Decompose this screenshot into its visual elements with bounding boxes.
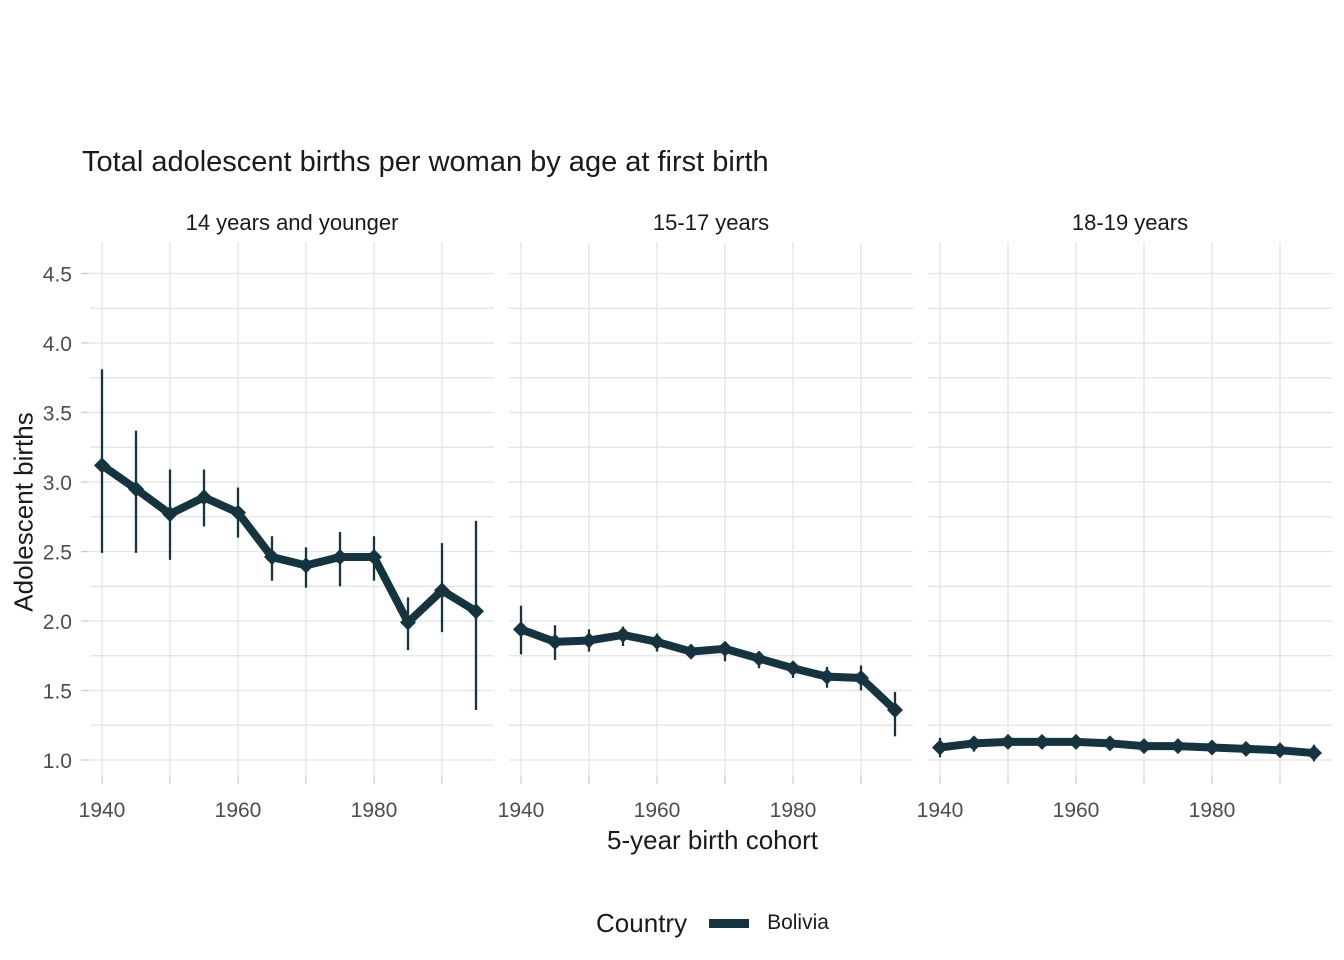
facet-label: 15-17 years — [653, 210, 769, 235]
y-tick-label: 2.5 — [43, 542, 72, 565]
point-marker — [819, 668, 835, 685]
point-marker — [717, 640, 733, 657]
point-marker — [1204, 739, 1220, 756]
point-marker — [1034, 733, 1050, 750]
x-tick-label: 1980 — [351, 799, 398, 822]
point-marker — [162, 505, 178, 522]
point-marker — [468, 603, 484, 620]
point-marker — [1102, 735, 1118, 752]
point-marker — [887, 701, 903, 718]
x-tick-label: 1960 — [1053, 799, 1100, 822]
point-marker — [264, 549, 280, 566]
legend-title: Country — [596, 907, 688, 938]
point-marker — [1272, 742, 1288, 759]
x-axis-title: 5-year birth cohort — [607, 825, 818, 855]
point-marker — [966, 735, 982, 752]
point-marker — [1306, 745, 1322, 762]
point-marker — [1136, 738, 1152, 755]
point-marker — [400, 614, 416, 631]
point-marker — [128, 480, 144, 497]
facet-panel: 1940 1960 1980 14 years and younger — [79, 210, 494, 822]
point-marker — [547, 633, 563, 650]
point-marker — [1170, 738, 1186, 755]
point-marker — [853, 669, 869, 686]
point-marker — [785, 660, 801, 677]
point-marker — [196, 489, 212, 506]
x-tick-label: 1940 — [79, 799, 126, 822]
facet-panel: 1940 1960 1980 15-17 years — [498, 210, 913, 822]
y-tick-label: 2.0 — [43, 611, 72, 634]
x-tick-label: 1980 — [770, 799, 817, 822]
facet-label: 14 years and younger — [186, 210, 399, 235]
point-marker — [649, 633, 665, 650]
legend-key-swatch — [709, 918, 750, 928]
point-marker — [683, 643, 699, 660]
legend: Country Bolivia — [90, 903, 1335, 943]
y-tick-label: 3.5 — [43, 403, 72, 426]
point-marker — [932, 739, 948, 756]
x-tick-label: 1940 — [498, 799, 545, 822]
y-tick-label: 1.0 — [43, 750, 72, 773]
facet-panel: 1940 1960 1980 18-19 years — [917, 210, 1332, 822]
y-tick-label: 1.5 — [43, 681, 72, 704]
facet-label: 18-19 years — [1072, 210, 1188, 235]
point-marker — [332, 549, 348, 566]
point-marker — [366, 549, 382, 566]
point-marker — [615, 626, 631, 643]
series-line — [99, 462, 479, 629]
point-marker — [230, 504, 246, 521]
point-marker — [1238, 740, 1254, 757]
y-tick-label: 4.5 — [43, 264, 72, 287]
point-marker — [751, 650, 767, 667]
x-tick-label: 1980 — [1189, 799, 1236, 822]
x-tick-label: 1960 — [634, 799, 681, 822]
point-marker — [513, 621, 529, 638]
y-tick-label: 4.0 — [43, 333, 72, 356]
series-line — [519, 625, 898, 713]
series-line — [939, 737, 1315, 758]
chart-title: Total adolescent births per woman by age… — [82, 146, 769, 178]
x-tick-label: 1940 — [917, 799, 964, 822]
x-tick-label: 1960 — [215, 799, 262, 822]
point-marker — [434, 582, 450, 599]
point-marker — [581, 632, 597, 649]
point-marker — [1068, 733, 1084, 750]
point-marker — [1000, 733, 1016, 750]
point-marker — [94, 457, 110, 474]
point-marker — [298, 557, 314, 574]
y-tick-label: 3.0 — [43, 472, 72, 495]
legend-entry-bolivia: Bolivia — [767, 911, 829, 934]
